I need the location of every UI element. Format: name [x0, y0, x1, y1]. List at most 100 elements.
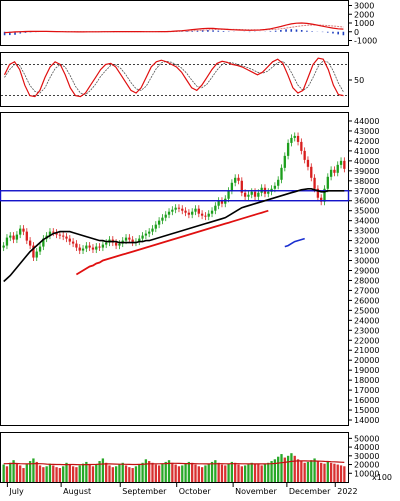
stochastic-k-line: [3, 57, 344, 98]
price-candle-body: [273, 185, 277, 189]
volume-bar: [210, 461, 214, 482]
price-candle-body: [184, 210, 187, 213]
price-tick-label: 39000: [354, 167, 379, 176]
price-candle-body: [174, 207, 177, 210]
price-candle-body: [280, 167, 283, 180]
volume-bar: [220, 464, 224, 482]
x-axis-month-label: August: [63, 487, 91, 496]
volume-bar: [9, 462, 12, 482]
price-candle-body: [293, 135, 296, 138]
volume-bar: [48, 463, 52, 482]
price-candle-body: [101, 244, 105, 248]
axis-labels: 3000200010000-10005044000430004200041000…: [349, 2, 392, 482]
volume-ma-line: [3, 460, 345, 466]
price-tick-label: 40000: [354, 157, 379, 166]
price-candle-body: [167, 211, 171, 215]
price-candle-body: [230, 182, 234, 191]
volume-bar: [224, 465, 227, 482]
volume-bar: [293, 455, 296, 482]
price-candle-body: [250, 191, 253, 195]
price-tick-label: 44000: [354, 117, 379, 126]
volume-bar: [88, 464, 91, 482]
price-tick-label: 19000: [354, 366, 379, 375]
volume-bar: [194, 464, 197, 482]
volume-layer: [2, 453, 346, 482]
price-candle-body: [306, 159, 310, 167]
price-candle-body: [310, 166, 313, 178]
volume-bar: [78, 465, 81, 482]
price-candle-body: [247, 194, 250, 197]
price-ma-black-line: [3, 188, 345, 283]
volume-bar: [124, 465, 128, 482]
volume-bar: [227, 463, 230, 482]
volume-bar: [32, 458, 35, 482]
volume-bar: [339, 465, 343, 482]
price-candle-body: [48, 231, 52, 236]
volume-bar: [286, 455, 290, 482]
price-candle-body: [253, 191, 257, 197]
volume-bar: [25, 464, 28, 482]
price-candle-body: [197, 208, 200, 214]
price-candle-body: [25, 231, 28, 241]
volume-bar: [191, 462, 194, 482]
volume-bar: [197, 466, 200, 482]
price-candle-body: [98, 246, 101, 248]
volume-bar: [71, 466, 75, 482]
price-candle-body: [118, 243, 121, 246]
price-candle-body: [2, 245, 5, 248]
volume-bar: [62, 466, 65, 482]
volume-bar: [167, 460, 171, 482]
volume-bar: [270, 461, 273, 482]
volume-bar: [12, 460, 15, 482]
price-candle-body: [12, 235, 15, 240]
price-candle-body: [28, 240, 32, 246]
volume-bar: [174, 464, 177, 482]
volume-bar: [101, 458, 105, 482]
price-candle-body: [300, 141, 303, 151]
price-candle-body: [204, 215, 207, 217]
volume-bar: [343, 466, 346, 482]
volume-bar: [45, 466, 48, 482]
price-candle-body: [296, 135, 300, 142]
volume-bar: [323, 463, 326, 482]
price-candle-body: [220, 200, 224, 204]
price-candle-body: [141, 235, 144, 239]
price-candle-body: [234, 177, 237, 183]
macd-panel: [0, 0, 349, 46]
macd-tick-label: 2000: [354, 10, 374, 19]
price-tick-label: 41000: [354, 147, 379, 156]
volume-bar: [95, 464, 98, 482]
volume-bar: [263, 463, 267, 482]
price-candle-body: [267, 191, 270, 194]
volume-tick-label: 10000: [354, 469, 379, 478]
volume-bar: [15, 463, 19, 482]
volume-tick-label: 40000: [354, 443, 379, 452]
volume-bar: [111, 467, 114, 482]
volume-bar: [105, 462, 108, 482]
price-candle-body: [257, 192, 260, 197]
volume-bar: [138, 464, 141, 482]
price-candle-body: [35, 251, 38, 258]
volume-bar: [161, 463, 164, 482]
price-tick-label: 27000: [354, 286, 379, 295]
price-candle-body: [128, 237, 131, 240]
x-axis-month-label: 2022: [337, 487, 357, 496]
price-candle-body: [326, 176, 329, 189]
price-candle-body: [95, 246, 98, 250]
volume-bar: [333, 463, 336, 482]
volume-bar: [22, 468, 25, 482]
price-tick-label: 24000: [354, 316, 379, 325]
volume-bar: [148, 461, 151, 482]
volume-bar: [85, 461, 88, 482]
price-candle-body: [200, 213, 204, 216]
volume-bar: [157, 465, 161, 482]
macd-tick-label: -1000: [354, 37, 377, 46]
price-tick-label: 42000: [354, 137, 379, 146]
x-axis: July August September October November Decemb…: [6, 483, 358, 496]
volume-bar: [2, 464, 5, 482]
price-tick-label: 34000: [354, 217, 379, 226]
volume-bar: [267, 462, 270, 482]
volume-bar: [164, 461, 167, 482]
volume-bar: [306, 461, 310, 482]
volume-bar: [204, 465, 207, 482]
